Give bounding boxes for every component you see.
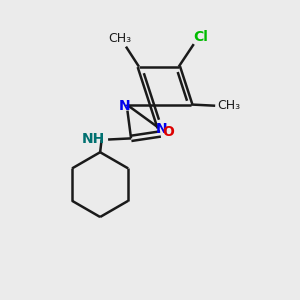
Text: CH₃: CH₃	[108, 32, 131, 45]
Text: Cl: Cl	[194, 30, 208, 44]
Text: O: O	[162, 125, 174, 140]
Text: CH₃: CH₃	[217, 100, 240, 112]
Text: N: N	[118, 99, 130, 113]
Text: N: N	[155, 122, 167, 136]
Text: NH: NH	[82, 132, 105, 146]
